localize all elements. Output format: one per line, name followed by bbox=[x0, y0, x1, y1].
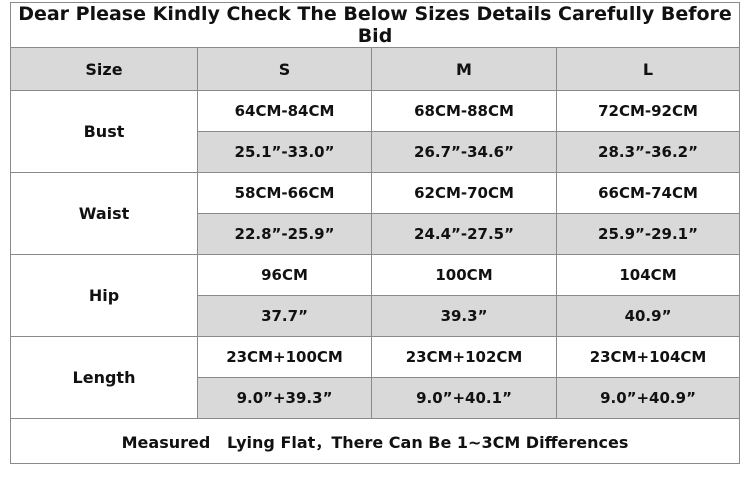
cm-row: Hip 96CM 100CM 104CM bbox=[10, 254, 741, 337]
footer-row: Measured Lying Flat，There Can Be 1~3CM D… bbox=[9, 418, 741, 464]
cm-cell: 23CM+104CM bbox=[555, 336, 741, 378]
row-label: Length bbox=[10, 336, 198, 419]
inch-cell: 39.3” bbox=[371, 295, 557, 337]
header-cell: L bbox=[555, 47, 741, 91]
inch-cell: 28.3”-36.2” bbox=[555, 131, 741, 173]
inch-row: 25.1”-33.0” 26.7”-34.6” 28.3”-36.2” bbox=[11, 131, 741, 173]
row-label: Waist bbox=[10, 172, 198, 255]
inch-row: 9.0”+39.3” 9.0”+40.1” 9.0”+40.9” bbox=[11, 377, 741, 419]
cm-cell: 72CM-92CM bbox=[555, 90, 741, 132]
inch-cell: 25.1”-33.0” bbox=[197, 131, 372, 173]
cm-cell: 100CM bbox=[371, 254, 557, 296]
size-table: Dear Please Kindly Check The Below Sizes… bbox=[9, 2, 741, 464]
cm-cell: 23CM+100CM bbox=[197, 336, 372, 378]
inch-row: 22.8”-25.9” 24.4”-27.5” 25.9”-29.1” bbox=[11, 213, 741, 255]
header-cell: Size bbox=[10, 47, 198, 91]
header-cell: M bbox=[371, 47, 557, 91]
cm-row: Waist 58CM-66CM 62CM-70CM 66CM-74CM bbox=[10, 172, 741, 255]
cm-row: Length 23CM+100CM 23CM+102CM 23CM+104CM bbox=[10, 336, 741, 419]
inch-row: 37.7” 39.3” 40.9” bbox=[11, 295, 741, 337]
title: Dear Please Kindly Check The Below Sizes… bbox=[9, 2, 741, 48]
inch-cell: 22.8”-25.9” bbox=[197, 213, 372, 255]
cm-cell: 96CM bbox=[197, 254, 372, 296]
inch-cell: 9.0”+40.1” bbox=[371, 377, 557, 419]
inch-cell: 25.9”-29.1” bbox=[555, 213, 741, 255]
footer: Measured Lying Flat，There Can Be 1~3CM D… bbox=[9, 418, 741, 464]
cm-row: Bust 64CM-84CM 68CM-88CM 72CM-92CM bbox=[10, 90, 741, 173]
inch-cell: 26.7”-34.6” bbox=[371, 131, 557, 173]
header-row: Size S M L bbox=[10, 47, 741, 91]
cm-cell: 23CM+102CM bbox=[371, 336, 557, 378]
inch-cell: 9.0”+39.3” bbox=[197, 377, 372, 419]
cm-cell: 58CM-66CM bbox=[197, 172, 372, 214]
cm-cell: 66CM-74CM bbox=[555, 172, 741, 214]
row-label: Hip bbox=[10, 254, 198, 337]
cm-cell: 104CM bbox=[555, 254, 741, 296]
inch-cell: 24.4”-27.5” bbox=[371, 213, 557, 255]
cm-cell: 62CM-70CM bbox=[371, 172, 557, 214]
header-cell: S bbox=[197, 47, 372, 91]
cm-cell: 68CM-88CM bbox=[371, 90, 557, 132]
cm-cell: 64CM-84CM bbox=[197, 90, 372, 132]
inch-cell: 37.7” bbox=[197, 295, 372, 337]
inch-cell: 9.0”+40.9” bbox=[555, 377, 741, 419]
row-label: Bust bbox=[10, 90, 198, 173]
inch-cell: 40.9” bbox=[555, 295, 741, 337]
